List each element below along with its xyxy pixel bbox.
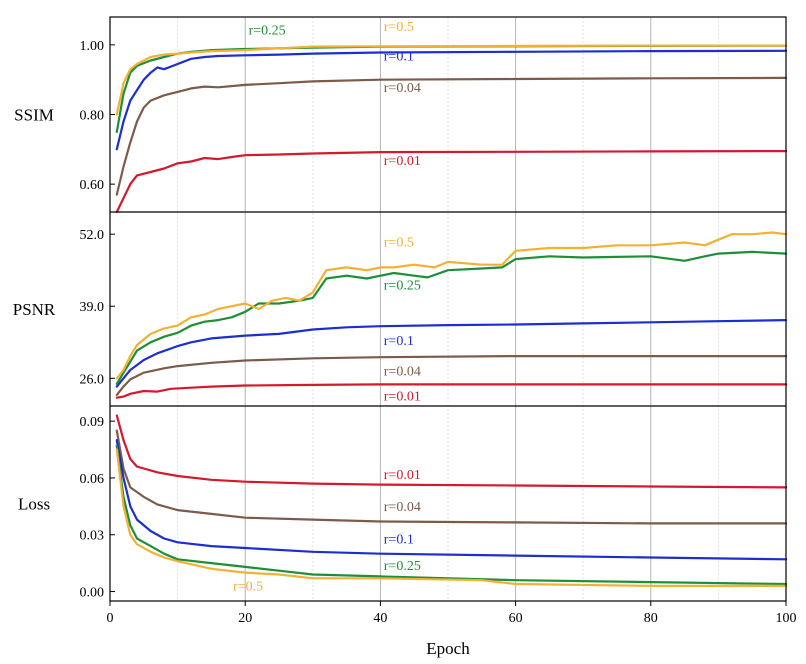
psnr-series-r-0-04: [115, 355, 788, 396]
ssim-series-r-0-04: [115, 76, 788, 196]
loss-series-r-0-5: [115, 448, 788, 588]
text-layer: 0.60 0.80 1.00 SSIM r=0.25 r=0.5 r=0.1 r=0.04 r=…: [13, 20, 797, 658]
frame-layer: [109, 16, 787, 606]
loss-label-r-0-25: r=0.25: [384, 559, 421, 574]
loss-label-r-0-1: r=0.1: [384, 532, 414, 547]
psnr-axis-label: PSNR: [13, 300, 56, 319]
ssim-label-r-0-5: r=0.5: [384, 20, 414, 35]
ssim-y-tick-label: 1.00: [80, 39, 105, 54]
loss-series-r-0-1: [115, 439, 788, 561]
psnr-series-r-0-25: [115, 250, 788, 385]
ssim-y-tick-label: 0.60: [80, 178, 105, 193]
psnr-label-r-0-04: r=0.04: [384, 365, 421, 380]
loss-y-tick-label: 0.06: [80, 472, 105, 487]
psnr-series-r-0-5: [115, 231, 788, 380]
grid-layer: [177, 17, 719, 601]
ssim-series-r-0-5: [115, 44, 788, 116]
loss-label-r-0-01: r=0.01: [384, 468, 421, 483]
psnr-label-r-0-01: r=0.01: [384, 389, 421, 404]
loss-series-r-0-04: [115, 429, 788, 525]
loss-label-r-0-5: r=0.5: [233, 580, 263, 595]
ssim-series-r-0-01: [115, 150, 788, 214]
ssim-label-r-0-25: r=0.25: [249, 23, 286, 38]
x-axis-label: Epoch: [426, 639, 470, 658]
series-layer: [115, 44, 788, 588]
psnr-label-r-0-1: r=0.1: [384, 334, 414, 349]
x-tick-label: 20: [238, 611, 252, 626]
ssim-series-r-0-1: [115, 49, 788, 151]
ssim-series-r-0-25: [115, 44, 788, 133]
x-tick-label: 40: [373, 611, 387, 626]
psnr-y-tick-label: 26.0: [80, 372, 105, 387]
ssim-label-r-0-01: r=0.01: [384, 154, 421, 169]
ssim-axis-label: SSIM: [14, 106, 54, 125]
ssim-y-tick-label: 0.80: [80, 109, 105, 124]
loss-axis-label: Loss: [18, 495, 50, 514]
psnr-y-tick-label: 39.0: [80, 300, 105, 315]
x-tick-label: 60: [509, 611, 523, 626]
loss-y-tick-label: 0.03: [80, 529, 105, 544]
loss-y-tick-label: 0.00: [80, 586, 105, 601]
loss-series-r-0-01: [115, 414, 788, 489]
psnr-series-r-0-1: [115, 319, 788, 388]
plot-frame: [109, 16, 787, 602]
loss-y-tick-label: 0.09: [80, 415, 105, 430]
psnr-y-tick-label: 52.0: [80, 228, 105, 243]
psnr-label-r-0-25: r=0.25: [384, 279, 421, 294]
ssim-label-r-0-1: r=0.1: [384, 50, 414, 65]
x-tick-label: 80: [644, 611, 658, 626]
x-tick-label: 0: [107, 611, 114, 626]
loss-label-r-0-04: r=0.04: [384, 500, 421, 515]
psnr-label-r-0-5: r=0.5: [384, 235, 414, 250]
ssim-label-r-0-04: r=0.04: [384, 81, 421, 96]
x-tick-label: 100: [776, 611, 797, 626]
psnr-series-r-0-01: [115, 383, 788, 399]
